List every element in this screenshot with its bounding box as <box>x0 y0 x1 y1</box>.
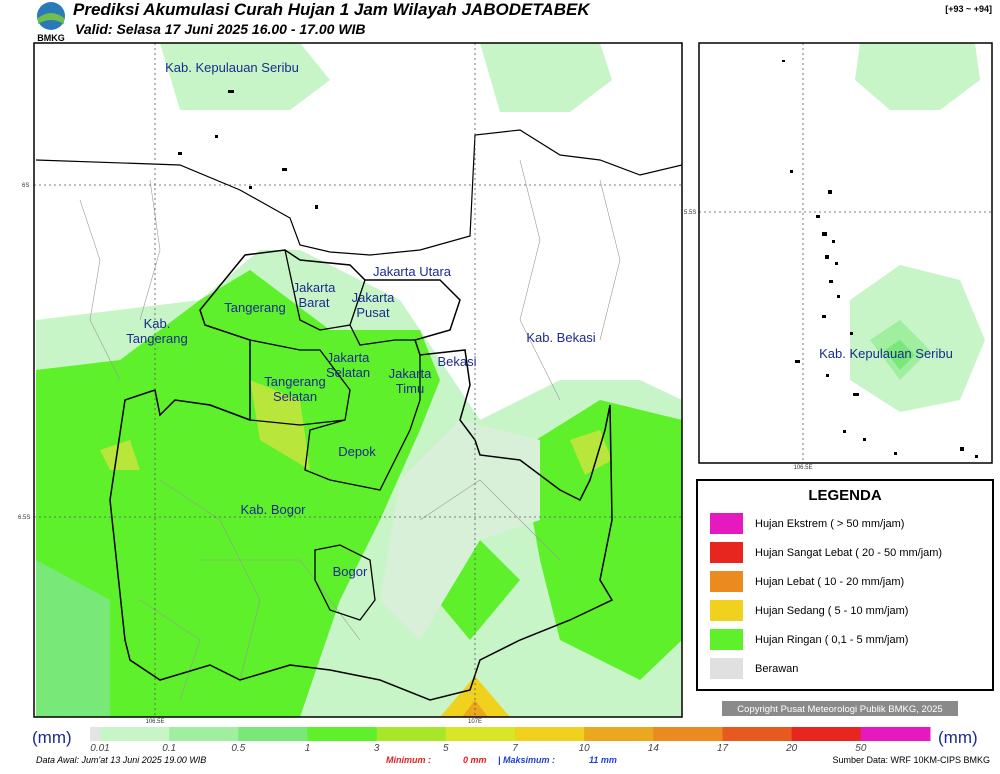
colorbar-segment <box>100 727 170 741</box>
colorbar-tick: 5 <box>443 743 449 754</box>
copyright: Copyright Pusat Meteorologi Publik BMKG,… <box>737 704 942 715</box>
region-label: Jakarta Utara <box>373 264 452 279</box>
grid-label: 6.5S <box>18 515 30 521</box>
region-label: Jakarta <box>293 280 336 295</box>
grid-label: 106.5E <box>793 465 812 471</box>
inset-map <box>699 43 992 463</box>
colorbar-tick: 1 <box>305 743 311 754</box>
colorbar-tick: 17 <box>717 743 729 754</box>
region-label: Bogor <box>333 564 368 579</box>
legend-swatch <box>710 513 743 534</box>
grid-label: 6S <box>22 183 29 189</box>
minimum-label: Minimum : <box>386 755 431 765</box>
inset-label: Kab. Kepulauan Seribu <box>819 346 953 361</box>
maximum: 11 mm <box>589 755 617 765</box>
colorbar-tick: 14 <box>648 743 660 754</box>
colorbar-segment <box>584 727 654 741</box>
colorbar-tick: 0.5 <box>231 743 245 754</box>
colorbar-tick: 3 <box>374 743 380 754</box>
legend-title: LEGENDA <box>808 487 882 504</box>
legend-box <box>696 479 994 691</box>
region-label: Timu <box>396 381 424 396</box>
region-label: Jakarta <box>327 350 370 365</box>
logo: BMKG <box>37 2 65 43</box>
maximum-label: | Maksimum : <box>498 755 555 765</box>
region-label: Depok <box>338 444 376 459</box>
colorbar-tick: 0.1 <box>162 743 176 754</box>
region-label: Barat <box>298 295 329 310</box>
copyright-box <box>722 701 958 716</box>
region-label: Tangerang <box>224 300 285 315</box>
region-label: Selatan <box>326 365 370 380</box>
legend-label: Hujan Sangat Lebat ( 20 - 50 mm/jam) <box>755 547 942 559</box>
region-label: Kab. Bekasi <box>526 330 595 345</box>
region-label: Tangerang <box>264 374 325 389</box>
legend-label: Hujan Ringan ( 0,1 - 5 mm/jam) <box>755 634 908 646</box>
legend-label: Hujan Sedang ( 5 - 10 mm/jam) <box>755 605 908 617</box>
region-label: Tangerang <box>126 331 187 346</box>
minimum: 0 mm <box>463 755 487 765</box>
colorbar-segment <box>722 727 793 741</box>
legend-swatch <box>710 600 743 621</box>
title: Prediksi Akumulasi Curah Hujan 1 Jam Wil… <box>73 0 591 19</box>
legend-swatch <box>710 571 743 592</box>
code: [+93 ~ +94] <box>945 4 992 14</box>
colorbar-segment <box>791 727 862 741</box>
colorbar-tick: 20 <box>785 743 798 754</box>
colorbar-unit: (mm) <box>32 728 72 747</box>
colorbar-segment <box>90 727 100 741</box>
colorbar-tick: 10 <box>579 743 591 754</box>
source: Sumber Data: WRF 10KM-CIPS BMKG <box>832 755 990 765</box>
subtitle: Valid: Selasa 17 Juni 2025 16.00 - 17.00… <box>75 21 366 37</box>
grid-label: 107E <box>468 719 482 725</box>
region-label: Jakarta <box>352 290 395 305</box>
colorbar-segment <box>169 727 239 741</box>
logo-text: BMKG <box>37 33 65 43</box>
legend-swatch <box>710 629 743 650</box>
region-label: Kab. Kepulauan Seribu <box>165 60 299 75</box>
colorbar-tick: 0.01 <box>90 743 109 754</box>
colorbar-segment <box>860 727 931 741</box>
legend-swatch <box>710 658 743 679</box>
region-label: Kab. Bogor <box>240 502 306 517</box>
legend-label: Berawan <box>755 663 798 675</box>
colorbar-segment <box>238 727 308 741</box>
region-label: Bekasi <box>437 354 476 369</box>
colorbar-segment <box>376 727 447 741</box>
grid-label: 5.5S <box>684 210 696 216</box>
grid-label: 106.5E <box>145 719 164 725</box>
main-map <box>34 43 682 717</box>
colorbar-unit: (mm) <box>938 728 978 747</box>
region-label: Jakarta <box>389 366 432 381</box>
colorbar-segment <box>515 727 585 741</box>
colorbar-segment <box>653 727 723 741</box>
legend-swatch <box>710 542 743 563</box>
colorbar-tick: 50 <box>855 743 867 754</box>
region-label: Kab. <box>144 316 171 331</box>
legend-label: Hujan Ekstrem ( > 50 mm/jam) <box>755 518 904 530</box>
colorbar-segment <box>307 727 378 741</box>
colorbar-segment <box>445 727 516 741</box>
region-label: Pusat <box>356 305 390 320</box>
colorbar-tick: 7 <box>512 743 518 754</box>
data-awal: Data Awal: Jum'at 13 Juni 2025 19.00 WIB <box>36 755 206 765</box>
legend-label: Hujan Lebat ( 10 - 20 mm/jam) <box>755 576 904 588</box>
region-label: Selatan <box>273 389 317 404</box>
